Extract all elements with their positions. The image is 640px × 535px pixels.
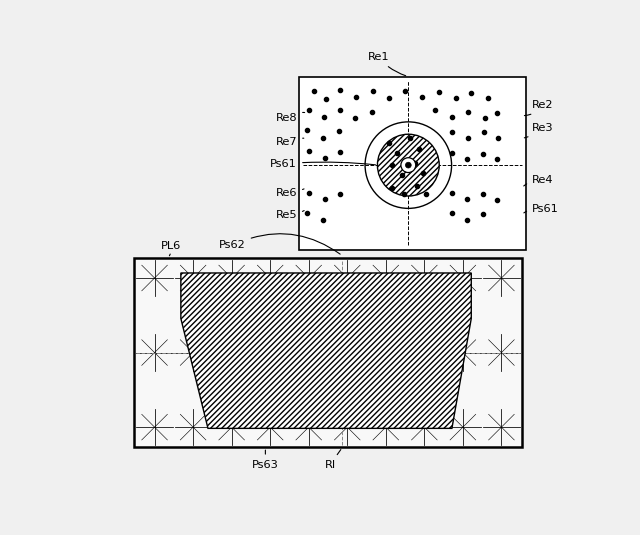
Circle shape (406, 162, 412, 168)
Circle shape (343, 423, 352, 432)
Circle shape (458, 348, 467, 357)
Circle shape (458, 423, 467, 432)
Text: Ps63: Ps63 (252, 450, 279, 470)
Circle shape (175, 260, 211, 296)
Circle shape (136, 260, 173, 296)
Circle shape (343, 348, 352, 357)
Circle shape (406, 334, 442, 371)
Circle shape (252, 260, 288, 296)
Text: Re4: Re4 (524, 174, 554, 186)
Circle shape (329, 334, 365, 371)
Circle shape (227, 348, 236, 357)
Polygon shape (181, 273, 471, 429)
Circle shape (189, 423, 198, 432)
Circle shape (175, 334, 211, 371)
Circle shape (368, 334, 404, 371)
Circle shape (406, 409, 442, 445)
Circle shape (483, 334, 520, 371)
Circle shape (497, 348, 506, 357)
Circle shape (445, 260, 481, 296)
Circle shape (266, 348, 275, 357)
Circle shape (406, 260, 442, 296)
Text: Re3: Re3 (524, 123, 554, 138)
Text: PL6: PL6 (161, 241, 180, 256)
Circle shape (136, 334, 173, 371)
Circle shape (445, 409, 481, 445)
Text: Re6: Re6 (276, 188, 304, 198)
Circle shape (227, 273, 236, 282)
Circle shape (291, 334, 327, 371)
Circle shape (368, 409, 404, 445)
Text: Re7: Re7 (275, 137, 304, 148)
Circle shape (175, 409, 211, 445)
Text: Re2: Re2 (524, 101, 554, 116)
Text: RI: RI (324, 449, 341, 470)
Circle shape (227, 423, 236, 432)
Circle shape (266, 273, 275, 282)
Circle shape (458, 273, 467, 282)
Circle shape (378, 134, 439, 196)
Circle shape (291, 260, 327, 296)
Bar (134, 258, 522, 447)
Circle shape (304, 273, 313, 282)
Circle shape (150, 273, 159, 282)
Bar (299, 77, 525, 249)
Circle shape (214, 334, 250, 371)
Circle shape (189, 348, 198, 357)
Circle shape (420, 423, 429, 432)
Circle shape (497, 423, 506, 432)
Circle shape (136, 409, 173, 445)
Circle shape (381, 423, 390, 432)
Circle shape (401, 158, 416, 173)
Circle shape (497, 273, 506, 282)
Text: Re8: Re8 (275, 112, 305, 123)
Circle shape (214, 409, 250, 445)
Circle shape (266, 423, 275, 432)
Circle shape (420, 348, 429, 357)
Circle shape (381, 348, 390, 357)
Circle shape (291, 409, 327, 445)
Circle shape (329, 260, 365, 296)
Circle shape (381, 273, 390, 282)
Circle shape (214, 260, 250, 296)
Circle shape (368, 260, 404, 296)
Circle shape (343, 273, 352, 282)
Text: Re5: Re5 (275, 210, 304, 219)
Circle shape (483, 409, 520, 445)
Text: Ps61: Ps61 (524, 204, 559, 214)
Circle shape (252, 409, 288, 445)
Circle shape (445, 334, 481, 371)
Text: Ps61: Ps61 (270, 159, 376, 169)
Circle shape (189, 273, 198, 282)
Circle shape (150, 423, 159, 432)
Circle shape (420, 273, 429, 282)
Circle shape (483, 260, 520, 296)
Circle shape (252, 334, 288, 371)
Circle shape (150, 348, 159, 357)
Circle shape (329, 409, 365, 445)
Text: Re1: Re1 (367, 52, 406, 76)
Circle shape (304, 348, 313, 357)
Text: Ps62: Ps62 (219, 234, 340, 254)
Circle shape (304, 423, 313, 432)
